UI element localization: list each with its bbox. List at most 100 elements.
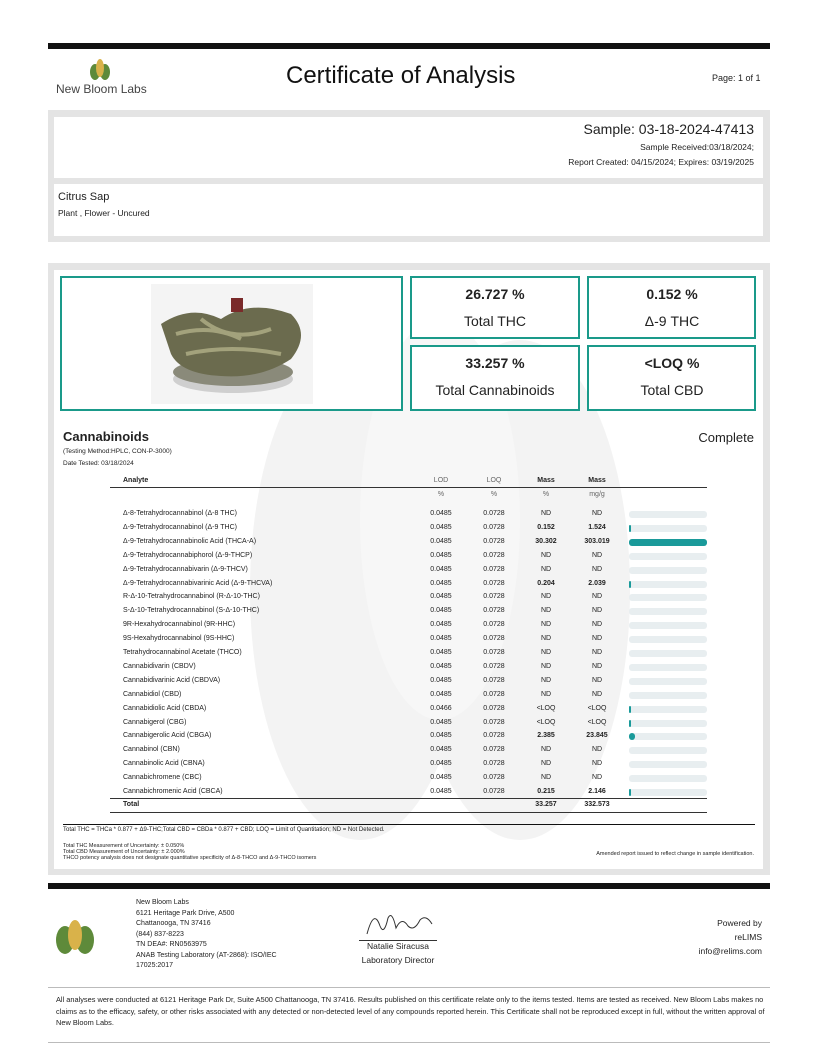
analyte-value: 0.0485 [430, 676, 452, 684]
analyte-value: ND [540, 760, 552, 768]
analyte-value: 0.0728 [483, 523, 505, 531]
analyte-value: ND [591, 510, 603, 517]
analyte-value: ND [540, 607, 552, 615]
bar-track [629, 663, 707, 671]
analyte-value: ND [540, 662, 552, 670]
table-header-bg [110, 475, 707, 488]
bottom-rule [48, 1042, 770, 1043]
analyte-value: 0.0728 [483, 635, 505, 643]
summary-box [587, 345, 756, 411]
analyte-value: <LOQ [536, 704, 556, 712]
analyte-value: 0.0485 [430, 551, 452, 559]
mass-bar [629, 705, 631, 713]
analyte-name: 9R-Hexahydrocannabinol (9R-HHC) [123, 621, 236, 629]
bar-track [629, 608, 707, 616]
analyte-name: Δ-9-Tetrahydrocannabinolic Acid (THCA-A) [123, 537, 257, 545]
sample-box [54, 117, 763, 178]
sample-received: Sample Received:03/18/2024; [640, 142, 754, 152]
analyte-value: 1.524 [588, 523, 606, 531]
summary-value: 26.727 % [465, 286, 525, 302]
bar-track [629, 622, 707, 630]
analyte-name: Cannabidiolic Acid (CBDA) [123, 704, 207, 712]
analyte-value: 0.0485 [430, 774, 452, 782]
analyte-value: 0.0485 [430, 718, 452, 726]
analyte-value: 0.0485 [430, 621, 452, 629]
analyte-value: 0.0485 [430, 593, 452, 601]
analyte-value: 30.302 [535, 537, 557, 545]
analyte-value: 0.0728 [483, 690, 505, 698]
analyte-value: ND [591, 676, 603, 684]
table-bottom-rule [110, 811, 707, 813]
analyte-value: ND [591, 649, 603, 656]
analyte-value: 0.0728 [483, 788, 505, 795]
mass-bar [629, 789, 631, 796]
test-date: Date Tested: 03/18/2024 [63, 460, 134, 467]
analyte-value: 0.0728 [483, 593, 505, 601]
definitions-note: Total THC = THCa * 0.877 + Δ9-THC;Total … [63, 827, 385, 833]
analyte-value: 0.0728 [483, 760, 505, 768]
analyte-name: Δ-9-Tetrahydrocannabiphorol (Δ-9-THCP) [123, 551, 253, 559]
bar-track [629, 580, 707, 588]
mass-bar [629, 538, 707, 546]
disclaimer-rule [48, 987, 770, 988]
bar-track [629, 719, 707, 727]
analyte-value: 2.385 [537, 732, 555, 740]
bar-track [629, 552, 707, 560]
analyte-value: 0.0485 [430, 746, 452, 754]
analyte-value: 0.0728 [483, 537, 505, 545]
analyte-name: Cannabigerol (CBG) [123, 718, 187, 726]
analyte-value: 0.215 [537, 788, 555, 795]
analyte-value: 23.845 [586, 732, 608, 740]
analyte-name: Cannabichromenic Acid (CBCA) [123, 788, 223, 795]
signature-line [359, 908, 437, 941]
document-title: Certificate of Analysis [286, 62, 516, 89]
analyte-value: ND [540, 635, 552, 643]
bar-track [629, 775, 707, 783]
analyte-value: ND [540, 774, 552, 782]
signer-name: Natalie Siracusa [367, 941, 429, 951]
analyte-value: 0.0485 [430, 523, 452, 531]
analyte-value: 0.0728 [483, 649, 505, 656]
summary-label: Total CBD [640, 382, 704, 398]
bar-track [629, 650, 707, 657]
mass-bar [629, 524, 631, 532]
analyte-value: ND [540, 676, 552, 684]
notes-rule [63, 824, 755, 825]
footer-rule [48, 883, 770, 889]
powered-by: Powered by [717, 918, 762, 928]
summary-box [410, 276, 580, 339]
product-name: Citrus Sap [58, 191, 110, 203]
analyte-value: 0.0485 [430, 565, 452, 573]
analyte-value: 0.0728 [483, 510, 505, 517]
bar-track [629, 594, 707, 602]
bar-track [629, 747, 707, 755]
column-unit: mg/g [589, 491, 605, 498]
product-photo [151, 284, 313, 404]
analyte-value: ND [540, 746, 552, 754]
analyte-value: 0.0728 [483, 746, 505, 754]
analyte-name: Cannabidiol (CBD) [123, 690, 182, 698]
analyte-value: 0.0728 [483, 774, 505, 782]
analyte-value: ND [591, 551, 603, 559]
analyte-value: ND [540, 565, 552, 573]
analyte-value: <LOQ [587, 704, 607, 712]
bar-track [629, 677, 707, 685]
address-line: Chattanooga, TN 37416 [136, 920, 211, 927]
total-value: 33.257 [535, 800, 557, 808]
analyte-value: 0.0728 [483, 704, 505, 712]
report-dates: Report Created: 04/15/2024; Expires: 03/… [568, 157, 754, 167]
analyte-value: ND [540, 510, 552, 517]
analyte-value: 0.0728 [483, 718, 505, 726]
analyte-value: 0.0485 [430, 537, 452, 545]
analyte-name: Cannabidivarinic Acid (CBDVA) [123, 676, 221, 684]
analyte-name: Cannabigerolic Acid (CBGA) [123, 732, 212, 740]
section-title: Cannabinoids [63, 429, 149, 444]
analyte-name: Cannabinol (CBN) [123, 746, 180, 754]
column-header: LOD [433, 477, 449, 484]
signature [366, 915, 433, 935]
amended-note: Amended report issued to reflect change … [596, 851, 754, 857]
uncertainty-note: THCO potency analysis does not designate… [63, 855, 317, 861]
bar-track [629, 511, 707, 518]
summary-value: 33.257 % [465, 355, 525, 371]
analyte-name: Δ-8-Tetrahydrocannabinol (Δ-8 THC) [123, 510, 238, 517]
